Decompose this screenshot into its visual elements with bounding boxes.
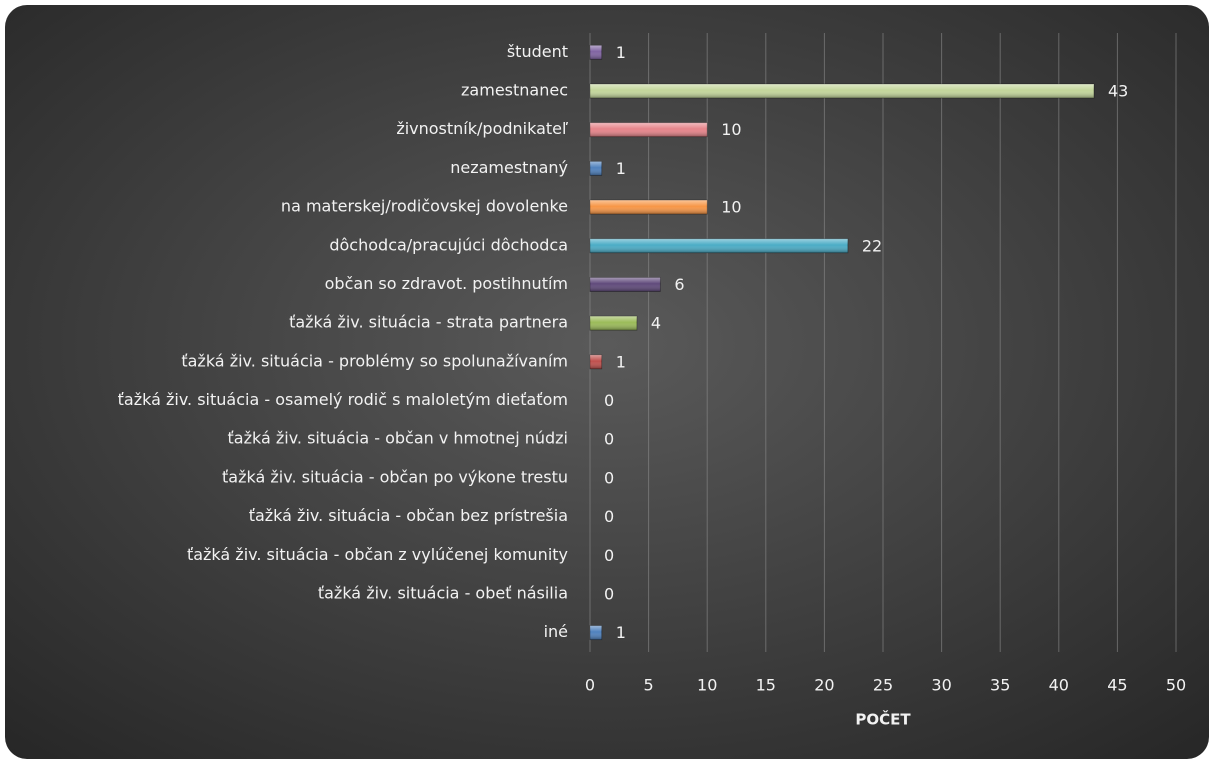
bar-shine [590,84,1094,99]
y-tick-label: ťažká živ. situácia - občan bez prístreš… [249,506,568,525]
value-label: 0 [604,468,614,487]
x-tick-label: 30 [931,676,951,695]
x-tick-label: 0 [585,676,595,695]
y-tick-label: iné [544,622,568,641]
x-tick-label: 5 [644,676,654,695]
value-label: 0 [604,507,614,526]
y-tick-label: ťažká živ. situácia - osamelý rodič s ma… [118,390,568,409]
bar-shine [590,354,602,369]
value-label: 1 [616,159,626,178]
y-tick-label: ťažká živ. situácia - občan po výkone tr… [222,467,568,486]
bar-shine [590,316,637,331]
x-tick-label: 20 [814,676,834,695]
value-label: 0 [604,430,614,449]
bar-shine [590,277,661,292]
x-tick-label: 50 [1166,676,1186,695]
value-label: 10 [721,198,741,217]
y-tick-label: zamestnanec [461,81,568,100]
y-tick-label: ťažká živ. situácia - obeť násilia [318,583,568,602]
value-label: 1 [616,43,626,62]
y-tick-label: ťažká živ. situácia - občan v hmotnej nú… [228,429,569,448]
y-tick-label: občan so zdravot. postihnutím [325,274,568,293]
y-tick-label: na materskej/rodičovskej dovolenke [281,197,568,216]
value-label: 10 [721,120,741,139]
value-label: 22 [862,236,882,255]
value-label: 1 [616,623,626,642]
x-tick-label: 35 [990,676,1010,695]
x-tick-label: 15 [756,676,776,695]
bar-shine [590,625,602,640]
x-tick-label: 25 [873,676,893,695]
bar-shine [590,161,602,176]
x-axis-title: POČET [855,710,911,729]
chart-background [5,5,1209,759]
value-label: 0 [604,584,614,603]
value-label: 4 [651,314,661,333]
value-label: 1 [616,352,626,371]
x-tick-label: 10 [697,676,717,695]
value-label: 6 [674,275,684,294]
x-tick-label: 45 [1107,676,1127,695]
bar-shine [590,200,708,215]
bar-shine [590,238,848,253]
y-tick-label: ťažká živ. situácia - občan z vylúčenej … [187,545,568,564]
y-tick-label: študent [507,42,568,61]
y-tick-label: ťažká živ. situácia - strata partnera [289,313,568,332]
y-tick-label: dôchodca/pracujúci dôchodca [329,235,568,254]
value-label: 0 [604,546,614,565]
value-label: 0 [604,391,614,410]
bar-shine [590,45,602,60]
y-tick-label: ťažká živ. situácia - problémy so spolun… [181,351,568,370]
value-label: 43 [1108,82,1128,101]
bar-shine [590,122,708,137]
x-tick-label: 40 [1049,676,1069,695]
y-tick-label: živnostník/podnikateľ [396,119,568,138]
y-tick-label: nezamestnaný [450,158,568,177]
